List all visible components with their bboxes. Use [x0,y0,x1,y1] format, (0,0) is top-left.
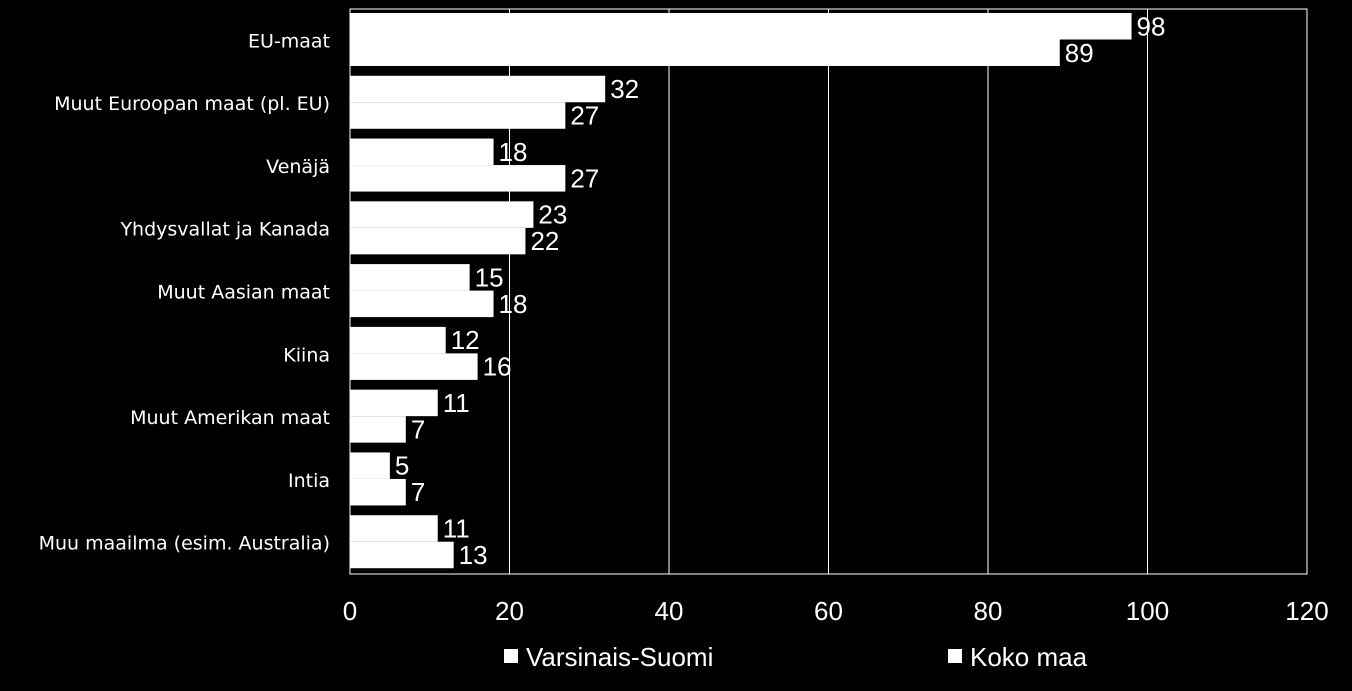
grid-lines [509,9,1148,574]
x-tick-label: 100 [1126,596,1169,626]
legend: Varsinais-Suomi Koko maa [504,642,1088,672]
data-label-koko-maa-muut-aasian-maat: 18 [499,289,528,319]
data-label-varsinais-suomi-muut-aasian-maat: 15 [475,262,504,292]
bar-koko-maa-muu-maailma-esim-australia [350,541,454,569]
category-label-yhdysvallat-ja-kanada: Yhdysvallat ja Kanada [119,219,330,241]
bar-varsinais-suomi-yhdysvallat-ja-kanada [350,201,534,228]
x-tick-label: 80 [974,596,1003,626]
data-label-koko-maa-muu-maailma-esim-australia: 13 [459,540,488,570]
data-label-varsinais-suomi-kiina: 12 [451,325,480,355]
data-label-varsinais-suomi-eu-maat: 98 [1137,11,1166,41]
legend-swatch-varsinais-suomi [504,649,518,663]
data-label-koko-maa-kiina: 16 [483,352,512,382]
category-label-venaja: Venäjä [266,156,330,178]
data-label-koko-maa-venaja: 27 [570,163,599,193]
data-label-koko-maa-eu-maat: 89 [1065,38,1094,68]
category-labels: EU-maat Muut Euroopan maat (pl. EU) Venäjä… [39,30,330,554]
bar-varsinais-suomi-muu-maailma-esim-australia [350,515,438,542]
bar-koko-maa-kiina [350,353,478,380]
legend-label-varsinais-suomi: Varsinais-Suomi [526,642,713,672]
data-label-koko-maa-yhdysvallat-ja-kanada: 22 [530,226,559,256]
x-tick-label: 20 [495,596,524,626]
legend-swatch-koko-maa [948,649,962,663]
bar-koko-maa-eu-maat [350,39,1060,66]
data-label-varsinais-suomi-muu-maailma-esim-australia: 11 [443,513,470,543]
category-label-intia: Intia [288,470,330,492]
bar-varsinais-suomi-muut-aasian-maat [350,264,470,291]
x-tick-label: 0 [343,596,357,626]
bar-koko-maa-yhdysvallat-ja-kanada [350,227,526,255]
data-label-varsinais-suomi-muut-amerikan-maat: 11 [443,388,470,418]
bar-varsinais-suomi-muut-amerikan-maat [350,389,438,417]
bar-koko-maa-intia [350,478,406,506]
data-label-varsinais-suomi-yhdysvallat-ja-kanada: 23 [538,200,567,230]
data-label-koko-maa-muut-amerikan-maat: 7 [411,414,425,444]
category-label-kiina: Kiina [283,344,330,366]
category-label-eu-maat: EU-maat [248,30,330,52]
x-tick-label: 60 [814,596,843,626]
data-label-varsinais-suomi-intia: 5 [395,451,409,481]
bar-varsinais-suomi-muut-euroopan-maat-pl-eu [350,75,606,103]
bar-koko-maa-venaja [350,165,566,192]
legend-label-koko-maa: Koko maa [970,642,1088,672]
bar-koko-maa-muut-aasian-maat [350,290,494,318]
category-label-muut-aasian-maat: Muut Aasian maat [157,282,330,304]
x-tick-label: 40 [655,596,684,626]
data-label-varsinais-suomi-venaja: 18 [499,137,528,167]
bar-koko-maa-muut-amerikan-maat [350,416,406,443]
bar-varsinais-suomi-intia [350,452,390,479]
data-label-koko-maa-intia: 7 [411,477,425,507]
bars [350,13,1132,569]
x-tick-label: 120 [1285,596,1328,626]
bar-varsinais-suomi-kiina [350,326,446,354]
bar-varsinais-suomi-venaja [350,138,494,166]
bar-varsinais-suomi-eu-maat [350,13,1132,40]
bar-koko-maa-muut-euroopan-maat-pl-eu [350,102,566,129]
data-label-koko-maa-muut-euroopan-maat-pl-eu: 27 [570,101,599,131]
category-label-muu-maailma-esim-australia: Muu maailma (esim. Australia) [39,533,330,555]
category-label-muut-amerikan-maat: Muut Amerikan maat [130,407,330,429]
data-label-varsinais-suomi-muut-euroopan-maat-pl-eu: 32 [610,74,639,104]
category-label-muut-euroopan-maat-pl-eu: Muut Euroopan maat (pl. EU) [54,93,330,115]
x-axis-tick-labels: 0 20 40 60 80 100 120 [343,596,1329,626]
